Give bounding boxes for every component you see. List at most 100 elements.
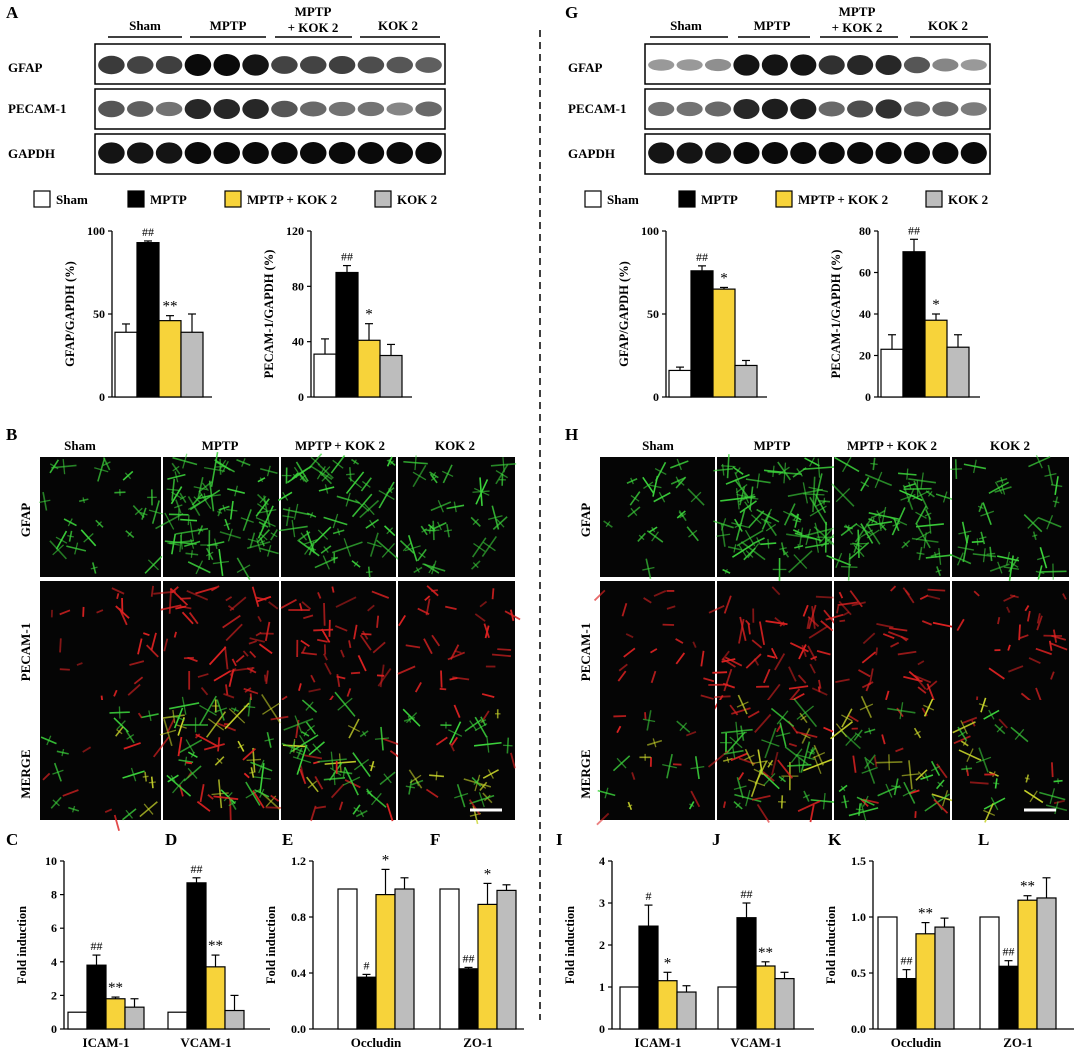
if-signal-green [899,702,904,720]
if-signal-green [371,792,382,806]
if-signal-red [966,769,970,777]
if-signal-red [1035,647,1052,656]
blot-band [932,142,959,164]
if-signal-green [689,803,695,808]
if-signal-green [790,748,803,763]
if-signal-green [199,704,217,716]
if-signal-green [228,800,237,807]
if-signal-red [381,737,401,746]
if-signal-green [189,521,195,542]
panel-label-i: I [556,830,563,849]
if-signal-green [923,704,935,711]
if-signal-green [303,539,318,545]
y-tick-label: 3 [599,896,605,910]
if-signal-green [361,730,367,737]
blot-g-label-gapdh: GAPDH [568,146,615,161]
x-category-label: Occludin [351,1035,402,1050]
if-signal-green [366,790,373,795]
if-signal-green [264,738,274,742]
if-tile [717,581,832,701]
if-signal-green [474,723,488,732]
blot-band [155,55,183,75]
blot-band [960,102,987,116]
if-signal-red [758,621,766,646]
if-signal-red [703,677,715,683]
if-signal-red [807,615,820,628]
if-signal-green [52,799,60,807]
panel-label-g: G [565,3,578,22]
blot-band [328,55,356,75]
bar [946,346,970,398]
if-signal-red [173,631,177,638]
if-signal-green [343,538,352,557]
blot-band [676,101,703,117]
if-signal-green [473,542,486,552]
if-signal-red [885,690,890,701]
if-signal-green [256,538,262,553]
if-signal-red [301,646,307,654]
if-signal-green [172,778,186,794]
if-signal-green [732,746,736,759]
if-signal-red [270,794,280,802]
blot-g-label-pecam: PECAM-1 [568,101,627,116]
if-signal-green [261,521,266,528]
if-signal-green [654,468,667,476]
significance-label: * [382,852,390,868]
if-signal-green [486,735,490,753]
if-signal-green [94,467,109,473]
if-signal-green [792,519,801,523]
if-signal-red [335,596,357,608]
if-signal-green [1024,777,1030,780]
if-signal-green [935,569,942,573]
blot-g-header-mptp-kok2-line1: MPTP [839,4,876,19]
if-signal-green [859,703,874,711]
if-signal-red [449,742,455,752]
significance-label: ** [163,299,178,315]
if-signal-red [770,647,778,660]
if-signal-red [320,628,331,643]
if-signal-green [761,739,780,747]
if-signal-red [398,614,407,627]
if-signal-red [875,647,878,656]
bar [67,1011,88,1030]
if-signal-red [298,683,302,692]
if-signal-green [744,529,756,547]
if-signal-green [249,771,256,774]
if-signal-green [690,491,702,503]
blot-band [213,99,241,119]
if-signal-red [454,649,462,654]
if-b-row-gfap: GFAP [18,503,33,537]
if-signal-green [933,551,938,558]
if-signal-green [72,805,76,813]
if-signal-green [744,501,753,513]
if-signal-red [823,726,834,733]
if-signal-green [1049,788,1056,805]
significance-label: * [664,955,672,971]
if-signal-red [231,658,237,667]
if-signal-green [924,512,932,517]
bar [357,339,381,398]
if-signal-red [379,664,385,688]
blot-g-header-sham: Sham [670,18,702,33]
y-tick-label: 1 [599,980,605,994]
blot-band [328,142,356,164]
if-signal-red [249,650,257,659]
if-signal-red [861,651,877,664]
if-signal-green [52,769,64,775]
legend-a-swatch-sham [33,190,51,208]
bar [180,331,204,398]
bar [375,893,396,1030]
if-signal-red [808,625,829,639]
if-signal-green [292,756,312,764]
if-signal-green [214,707,228,713]
significance-label: ## [191,862,203,876]
if-signal-green [412,471,427,481]
if-signal-red [890,585,897,592]
significance-label: * [484,866,492,882]
blot-band [184,99,212,119]
if-signal-red [248,640,257,645]
if-signal-red [838,591,844,599]
if-signal-green [49,463,59,470]
blot-band [733,54,760,76]
